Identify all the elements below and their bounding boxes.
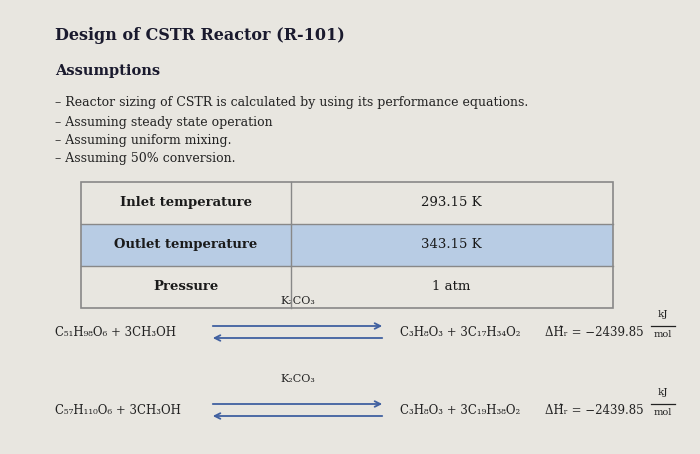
Text: mol: mol <box>654 408 672 417</box>
Bar <box>80 224 612 266</box>
Text: kJ: kJ <box>658 388 668 397</box>
Text: Inlet temperature: Inlet temperature <box>120 197 251 209</box>
Text: Outlet temperature: Outlet temperature <box>114 238 257 252</box>
Text: ΔĤᵣ = −2439.85: ΔĤᵣ = −2439.85 <box>545 326 643 339</box>
Text: – Assuming steady state operation: – Assuming steady state operation <box>55 116 272 129</box>
Bar <box>80 182 612 308</box>
Text: Assumptions: Assumptions <box>55 64 160 78</box>
Text: C₃H₈O₃ + 3C₁₉H₃₈O₂: C₃H₈O₃ + 3C₁₉H₃₈O₂ <box>400 404 520 416</box>
Text: ΔĤᵣ = −2439.85: ΔĤᵣ = −2439.85 <box>545 404 643 416</box>
Text: K₂CO₃: K₂CO₃ <box>280 374 315 384</box>
Text: K₂CO₃: K₂CO₃ <box>280 296 315 306</box>
Text: Pressure: Pressure <box>153 281 218 293</box>
Text: Design of CSTR Reactor (R‑101): Design of CSTR Reactor (R‑101) <box>55 27 344 44</box>
Text: 1 atm: 1 atm <box>433 281 470 293</box>
Text: mol: mol <box>654 330 672 339</box>
Text: – Reactor sizing of CSTR is calculated by using its performance equations.: – Reactor sizing of CSTR is calculated b… <box>55 96 528 109</box>
Text: kJ: kJ <box>658 310 668 319</box>
Text: – Assuming uniform mixing.: – Assuming uniform mixing. <box>55 134 232 147</box>
Text: C₅₇H₁₁₀O₆ + 3CH₃OH: C₅₇H₁₁₀O₆ + 3CH₃OH <box>55 404 181 416</box>
Text: C₃H₈O₃ + 3C₁₇H₃₄O₂: C₃H₈O₃ + 3C₁₇H₃₄O₂ <box>400 326 521 339</box>
Text: 343.15 K: 343.15 K <box>421 238 482 252</box>
Text: 293.15 K: 293.15 K <box>421 197 482 209</box>
Text: C₅₁H₉₈O₆ + 3CH₃OH: C₅₁H₉₈O₆ + 3CH₃OH <box>55 326 176 339</box>
Text: – Assuming 50% conversion.: – Assuming 50% conversion. <box>55 152 235 165</box>
